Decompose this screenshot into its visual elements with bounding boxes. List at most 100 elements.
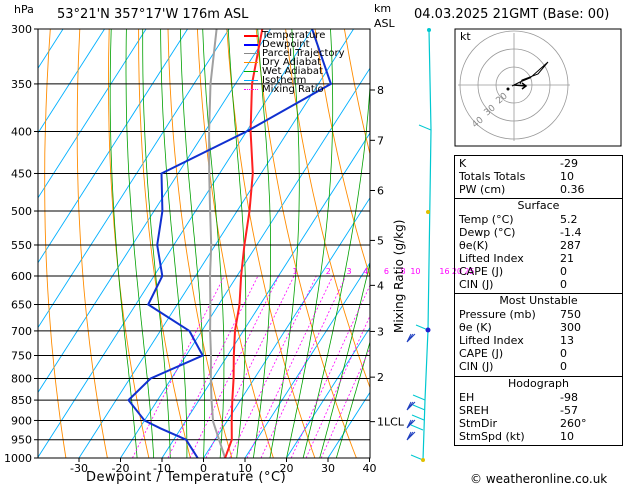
y-tick-label: 800 <box>11 372 32 385</box>
hodograph-frame <box>454 28 622 147</box>
legend-label: Temperature <box>262 30 326 41</box>
legend-item: Dewpoint <box>244 39 345 50</box>
mixing-ratio-label: 20 <box>452 267 462 276</box>
index-row: CIN (J) 0 <box>455 360 622 373</box>
mixing-ratio-label: 1 <box>293 267 298 276</box>
hodograph-unit-label: kt <box>460 30 471 43</box>
y-tick-label: 550 <box>11 239 32 252</box>
index-label: StmSpd (kt) <box>459 430 525 443</box>
y-tick-label: 700 <box>11 325 32 338</box>
hpa-unit-label: hPa <box>14 3 34 16</box>
dry-adiabat-line <box>314 29 370 279</box>
km-tick-label: 1LCL <box>377 416 405 429</box>
index-label: PW (cm) <box>459 183 506 196</box>
index-row: SREH -57 <box>455 404 622 417</box>
legend-label: Wet Adiabat <box>262 66 323 77</box>
index-row: θe(K) 287 <box>455 239 622 252</box>
wind-barb <box>412 394 426 401</box>
legend-swatch <box>244 43 258 46</box>
dewpoint-line <box>127 29 333 458</box>
y-tick-label: 600 <box>11 270 32 283</box>
index-value: 13 <box>560 334 574 347</box>
km-tick-label: 4 <box>377 279 384 292</box>
most-unstable-section: Most Unstable Pressure (mb) 750 θe (K) 300 L… <box>455 293 622 376</box>
y-tick-label: 750 <box>11 349 32 362</box>
hodograph-trace <box>511 61 549 87</box>
index-row: Temp (°C) 5.2 <box>455 213 622 226</box>
legend-label: Dry Adiabat <box>262 57 322 68</box>
index-value: 0 <box>560 278 567 291</box>
y-tick-label: 950 <box>11 434 32 447</box>
index-row: K -29 <box>455 157 622 170</box>
index-value: -1.4 <box>560 226 582 239</box>
index-row: StmDir 260° <box>455 417 622 430</box>
wind-barb <box>410 454 424 461</box>
mixing-ratio-label: 6 <box>384 267 389 276</box>
index-label: EH <box>459 391 475 404</box>
dry-adiabat-line <box>44 29 67 458</box>
legend-item: Isotherm <box>244 76 345 86</box>
wind-barb <box>406 419 416 429</box>
index-label: CAPE (J) <box>459 265 504 278</box>
wind-barb <box>406 431 416 441</box>
wet-adiabat-line <box>335 340 370 458</box>
wind-marker <box>421 458 425 462</box>
hodograph-section: Hodograph EH -98 SREH -57 StmDir 260° StmSpd (… <box>455 376 622 445</box>
index-value: 0 <box>560 347 567 360</box>
km-tick-label: 8 <box>377 84 384 97</box>
index-row: θe (K) 300 <box>455 321 622 334</box>
legend-label: Mixing Ratio <box>262 84 324 95</box>
km-tick-label: 5 <box>377 234 384 247</box>
index-row: Totals Totals 10 <box>455 170 622 183</box>
y-tick-label: 350 <box>11 78 32 91</box>
legend-swatch <box>244 34 258 37</box>
x-tick-label: -10 <box>153 462 171 475</box>
parcel-trajectory-line <box>208 29 227 458</box>
index-label: Dewp (°C) <box>459 226 516 239</box>
mixing-ratio-line <box>229 275 317 458</box>
isotherm-line <box>286 326 370 458</box>
isotherm-line <box>38 29 147 199</box>
wet-adiabat-line <box>202 29 225 458</box>
legend-swatch <box>244 71 258 72</box>
surface-title: Surface <box>517 199 560 212</box>
isotherm-line <box>38 29 188 264</box>
index-label: CIN (J) <box>459 278 494 291</box>
x-tick-label: 10 <box>238 462 252 475</box>
y-tick-label: 500 <box>11 205 32 218</box>
legend-item: Wet Adiabat <box>244 66 345 77</box>
wind-marker <box>427 28 431 32</box>
wind-barb <box>412 404 426 411</box>
mixing-ratio-label: 4 <box>363 267 368 276</box>
index-value: 0.36 <box>560 183 585 196</box>
legend-swatch <box>244 89 258 90</box>
surface-section: Surface Temp (°C) 5.2 Dewp (°C) -1.4 θe(K) 28… <box>455 198 622 293</box>
index-row: Dewp (°C) -1.4 <box>455 226 622 239</box>
legend-swatch <box>244 62 258 63</box>
index-row: Lifted Index 13 <box>455 334 622 347</box>
index-value: 287 <box>560 239 581 252</box>
legend-swatch <box>244 53 258 54</box>
index-value: 10 <box>560 170 574 183</box>
mixing-ratio-label: 8 <box>400 267 405 276</box>
wind-marker <box>426 210 430 214</box>
dry-adiabat-line <box>108 29 150 458</box>
location-title: 53°21'N 357°17'W 176m ASL <box>57 7 249 22</box>
wind-barb <box>411 414 425 421</box>
index-value: 260° <box>560 417 587 430</box>
legend-label: Dewpoint <box>262 39 310 50</box>
mixing-ratio-label: 25 <box>464 267 474 276</box>
mixing-ratio-label: 2 <box>326 267 331 276</box>
mixing-ratio-axis-title: Mixing Ratio (g/kg) <box>392 219 406 333</box>
x-tick-label: 30 <box>321 462 335 475</box>
wind-profile-line <box>422 29 432 461</box>
y-tick-label: 650 <box>11 299 32 312</box>
x-tick-label: 20 <box>280 462 294 475</box>
index-label: Totals Totals <box>459 170 526 183</box>
index-label: StmDir <box>459 417 498 430</box>
index-value: 750 <box>560 308 581 321</box>
index-label: CIN (J) <box>459 360 494 373</box>
wet-adiabat-line <box>180 29 205 458</box>
index-value: -29 <box>560 157 578 170</box>
mixing-ratio-label: 3 <box>346 267 351 276</box>
